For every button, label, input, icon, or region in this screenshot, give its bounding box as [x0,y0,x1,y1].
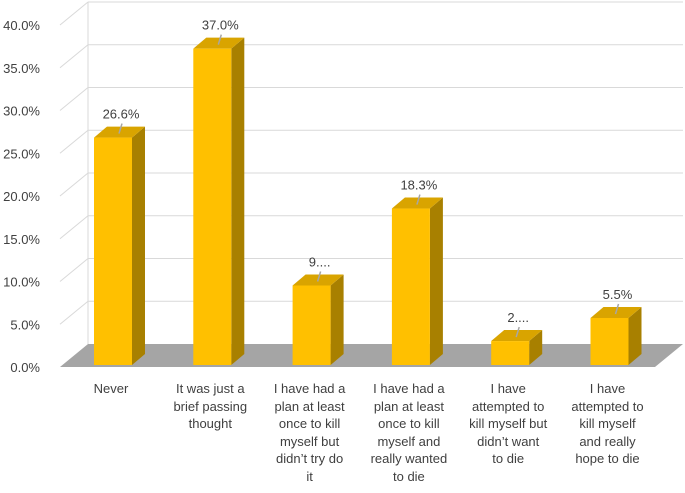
x-category-label-line: I have had a [373,381,445,396]
y-tick-label: 25.0% [3,146,40,161]
x-category-label: I have had a plan at least once to kill mys… [363,380,455,485]
x-category-label-line: it [306,468,313,484]
label-leader [316,271,322,282]
bar [590,317,629,365]
x-category-label-line: myself and [377,433,441,449]
bar-side [529,330,543,365]
data-label: 9.... [309,254,331,269]
x-category-label-line: once to kill [278,416,341,431]
gridline-depth [59,129,89,154]
bar [94,137,132,365]
x-category-label: Never [65,380,157,398]
y-tick-label: 20.0% [3,189,40,204]
x-category-label-line: brief passing [173,398,248,414]
x-category-label-line: I have had a [273,381,346,396]
x-category-label-line: didn’t want [477,433,540,449]
label-leader [118,123,123,134]
y-tick-label: 15.0% [3,232,40,247]
x-category-label-line: to die [492,451,525,466]
label-leader [416,194,421,205]
y-tick-label: 10.0% [3,275,40,290]
x-category-label-line: I have [490,381,526,396]
y-tick-label: 30.0% [3,104,40,119]
data-label: 18.3% [400,178,437,193]
x-category-label-line: I have [589,381,626,396]
label-leader [515,326,520,338]
x-category-label-line: hope to die [575,451,640,466]
bar [292,285,331,365]
gridline-depth [59,215,89,240]
gridline-depth [59,44,89,69]
x-category-label-line: plan at least [274,398,345,414]
bar-side [330,274,344,365]
x-category-label-line: plan at least [373,398,444,414]
data-label: 37.0% [202,18,239,33]
gridline-depth [59,172,89,197]
x-category-label-line: Never [93,381,129,396]
x-category-label-line: It was just a [175,381,245,396]
x-category-label-line: to die [392,468,425,484]
x-category-label-line: once to kill [378,416,440,431]
data-label: 5.5% [603,287,633,302]
x-category-label-line: really wanted [370,451,448,466]
gridline-depth [59,1,89,26]
x-category-label-line: didn’t try do [275,451,344,466]
gridline-depth [59,87,89,111]
bar-side [628,306,642,365]
x-category-label-line: kill myself [579,416,636,431]
x-category-label-line: attempted to [472,398,545,414]
x-category-label: It was just a brief passing thought [164,380,256,433]
gridline-depth [59,258,89,282]
gridline-depth [59,300,89,325]
x-category-label-line: attempted to [571,398,644,414]
y-tick-label: 40.0% [3,18,40,33]
label-leader [217,34,223,45]
bar-side [429,197,443,365]
x-category-label: I have had a plan at least once to kill mys… [264,380,356,485]
data-label: 26.6% [103,107,140,122]
x-category-label-line: and really [579,433,636,449]
floor-plane [60,344,683,367]
bar [193,48,232,366]
chart-floor [60,344,683,367]
bar-side [132,126,145,365]
label-leader [614,303,620,315]
y-tick-label: 5.0% [10,317,40,332]
bars [94,37,642,366]
y-tick-label: 35.0% [3,61,40,76]
x-category-label-line: kill myself but [469,416,548,431]
x-category-label: I have attempted to kill myself but didn’t … [462,380,554,468]
data-labels: 26.6% 37.0% 9.... 18.3% 2.... 5.5% [103,18,633,338]
bar-side [231,37,245,366]
gridlines [59,1,683,344]
x-category-label-line: thought [188,416,232,431]
data-label: 2.... [507,310,529,325]
bar [491,341,530,365]
y-tick-label: 0.0% [10,360,40,375]
y-axis: 0.0% 5.0% 10.0% 15.0% 20.0% 25.0% 30.0% 35.0% 40… [3,18,40,375]
x-category-label-line: myself but [279,433,340,449]
bar [391,208,430,365]
x-category-label: I have attempted to kill myself and really h… [562,380,654,468]
